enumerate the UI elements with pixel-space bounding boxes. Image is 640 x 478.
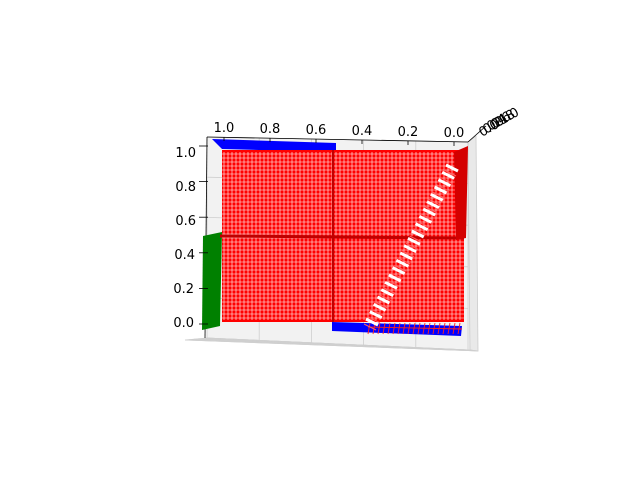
x-axis-ticks: 1.0 0.8 0.6 0.4 0.2 0.0 [214,121,465,141]
diagonal-strip-segment [369,310,383,320]
diagonal-strip-segment [382,286,396,294]
diagonal-strip-segment [363,323,377,331]
x-axis-line [206,136,469,143]
x-tick-label: 0.4 [352,124,373,139]
diagonal-strip-segment [417,220,430,228]
diagonal-strip-segment [405,242,419,250]
diagonal-strip-segment [430,192,444,202]
diagonal-strip [363,163,459,331]
diagonal-strip-segment [445,163,459,173]
diagonal-strip-segment [394,264,407,272]
blue-mesh-line [377,322,381,335]
diagonal-strip-segment [384,280,398,290]
z-tick-label: 0.8 [175,180,196,195]
z-tick-label: 0.2 [173,282,194,297]
diagonal-strip-segment [372,302,387,312]
diagonal-strip-segment [371,308,384,316]
diagonal-strip-segment [376,295,391,305]
diagonal-strip-segment [375,301,388,309]
blue-mesh-line [412,322,416,335]
diagonal-strip-segment [395,258,410,268]
x-tick-label: 0.0 [444,126,465,141]
blue-mesh-line [387,322,391,335]
x-tick-label: 0.2 [398,125,419,140]
diagonal-strip-segment [386,279,400,287]
blue-mesh [367,322,463,335]
blue-mesh-line [367,326,463,330]
red-horizontal-plane [219,234,465,240]
grid-line-floor [184,339,479,352]
diagonal-strip-segment [390,272,403,280]
z-axis-ticks: 1.0 0.8 0.6 0.4 0.2 0.0 [173,146,196,331]
diagonal-strip-segment [424,206,438,214]
z-tick-label: 0.6 [175,214,196,229]
green-plane [202,232,222,330]
x-tick-label: 0.6 [306,123,327,138]
diagonal-strip-segment [414,222,429,232]
diagonal-strip-segment [426,200,440,210]
diagonal-strip-segment [403,244,417,254]
y-axis-ticks: 0.0 0.2 0.4 0.6 0.8 1.0 [477,105,522,140]
diagonal-strip-segment [367,316,381,324]
blue-plane-top [212,139,336,152]
blue-mesh-line [407,322,411,335]
z-tick-label: 0.0 [173,316,194,331]
diagonal-strip-segment [388,273,402,283]
diagonal-strip-segment [413,228,426,236]
diagonal-strip-segment [411,229,425,239]
diagonal-strip-segment [422,207,436,217]
diagonal-strip-segment [437,178,452,188]
diagonal-strip-segment [398,257,411,265]
blue-mesh-line [402,322,406,335]
blue-mesh-line [382,322,386,335]
diagonal-strip-segment [433,185,448,195]
diagonal-strip-segment [407,236,421,246]
diagonal-strip-segment [401,250,415,258]
diagonal-strip-segment [436,184,449,192]
diagonal-strip-segment [391,266,406,276]
diagonal-strip-segment [428,198,441,206]
red-wireframe-mesh [222,152,464,320]
diagonal-strip-segment [420,213,434,221]
diagonal-strip-segment [399,251,413,261]
side-pane [467,135,479,352]
blue-mesh-line [367,322,371,335]
diagonal-strip-segment [365,317,379,327]
diagonal-strip-segment [409,235,422,243]
diagonal-strip-segment [441,170,455,180]
y-axis-line [467,125,487,143]
x-tick-label: 1.0 [214,121,235,136]
z-tick-label: 0.4 [174,248,195,263]
diagonal-strip-segment [443,169,457,177]
diagonal-strip-segment [418,214,433,224]
z-tick-label: 1.0 [175,146,196,161]
blue-mesh-line [392,322,396,335]
red-plane-side [454,146,468,240]
diagonal-strip-segment [432,191,445,199]
blue-mesh-line [397,322,401,335]
diagonal-strip-segment [439,176,453,184]
diagonal-strip-segment [380,288,394,298]
diagonal-strip-segment [379,294,392,302]
x-tick-label: 0.8 [260,122,281,137]
